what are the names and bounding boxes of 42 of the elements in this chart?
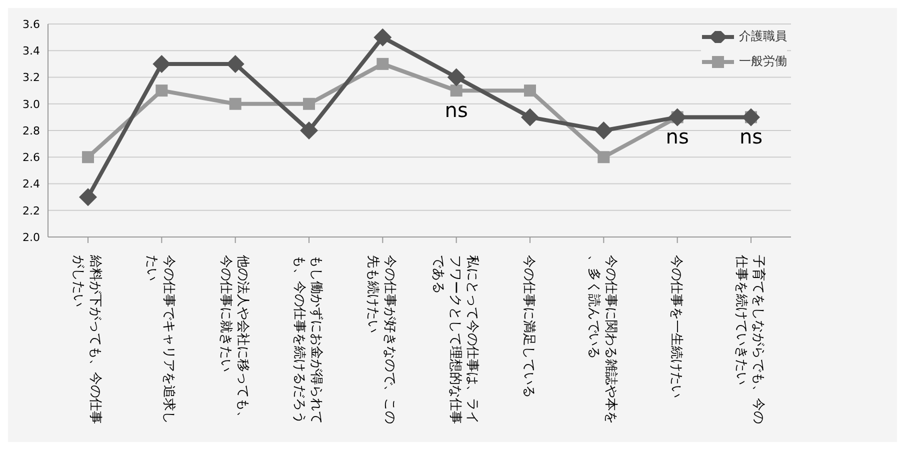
point xyxy=(594,122,613,140)
point xyxy=(598,151,610,164)
point xyxy=(300,122,318,140)
point xyxy=(524,84,536,97)
point xyxy=(742,108,760,126)
x-tick-label: 私にとって今の仕事は、ライフワークとして理想的な仕事である xyxy=(430,255,480,424)
annotation: ns xyxy=(666,124,689,148)
x-tick-label: 今の仕事に満足している xyxy=(521,255,536,398)
y-tick-label: 2.6 xyxy=(22,151,40,164)
x-tick-label: もし働かずにお金が得られても、今の仕事を続けるだろう xyxy=(292,255,324,424)
y-tick-label: 2.0 xyxy=(22,230,40,244)
point xyxy=(303,98,315,110)
legend-label: 一般労働 xyxy=(739,53,787,70)
point xyxy=(374,28,392,46)
point xyxy=(152,54,171,73)
point xyxy=(668,108,686,126)
point xyxy=(156,84,168,97)
point xyxy=(447,68,466,86)
y-tick-label: 2.2 xyxy=(22,204,40,218)
x-tick-label: 給料が下がっても、今の仕事がしたい xyxy=(70,254,102,424)
point xyxy=(521,108,539,126)
y-tick-label: 3.4 xyxy=(22,44,40,58)
x-tick-label: 今の仕事が好きなので、この先も続けたい xyxy=(365,255,398,424)
annotation: ns xyxy=(444,98,468,122)
point xyxy=(450,84,462,97)
point xyxy=(79,188,97,206)
legend-label: 介護職員 xyxy=(739,28,787,45)
y-tick-label: 2.8 xyxy=(22,124,40,138)
x-tick-label: 今の仕事を一生続けたい xyxy=(668,255,684,398)
y-tick-label: 2.4 xyxy=(22,178,40,191)
point xyxy=(82,151,94,164)
x-tick-label: 他の法人や会社に移っても、今の仕事に就きたい xyxy=(218,255,250,424)
x-tick-label: 今の仕事に関わる雑誌や本を、多く読んでいる xyxy=(586,255,618,424)
y-tick-label: 3.6 xyxy=(22,18,40,31)
y-tick-label: 3.2 xyxy=(22,71,40,84)
annotation: ns xyxy=(739,124,763,148)
point xyxy=(226,54,244,73)
x-tick-label: 子育てをしながらでも、今の仕事を続けていきたい xyxy=(734,254,766,424)
point xyxy=(229,98,242,110)
point xyxy=(376,58,389,70)
y-tick-label: 3.0 xyxy=(22,98,40,111)
x-tick-label: 今の仕事でキャリアを追求したい xyxy=(144,255,176,424)
